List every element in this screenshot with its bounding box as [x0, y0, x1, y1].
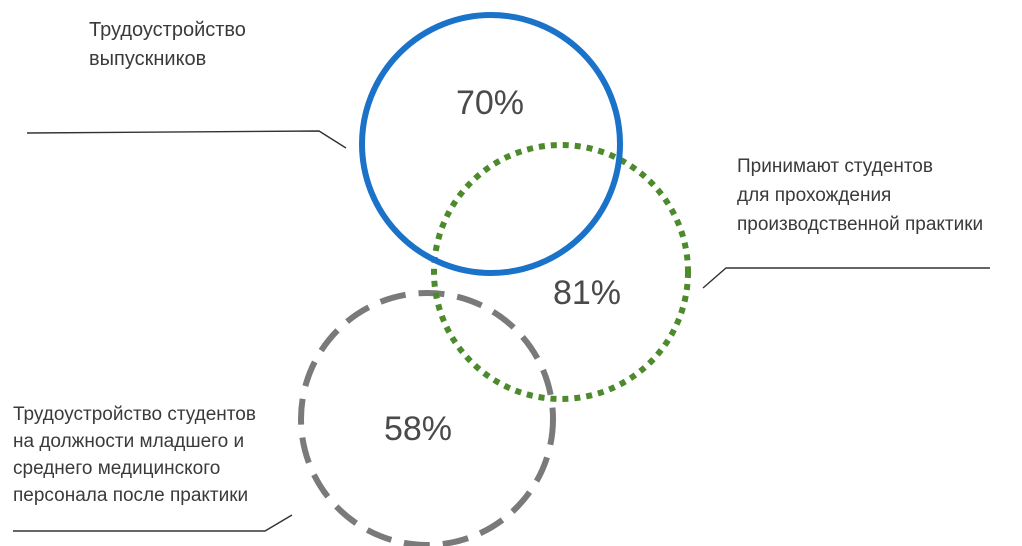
practice-label: Принимают студентов для прохождения прои… — [737, 152, 983, 239]
employment-label-line: Трудоустройство — [89, 19, 246, 41]
employment-label: Трудоустройство выпускников — [89, 16, 246, 74]
staff-label-line: персонала после практики — [13, 485, 249, 506]
employment-percent: 70% — [455, 84, 525, 122]
staff-percent: 58% — [383, 410, 453, 448]
staff-label: Трудоустройство студентов на должности м… — [13, 401, 256, 509]
leader-line-employment — [26, 130, 347, 149]
practice-label-line: для прохождения — [737, 185, 892, 206]
circle-practice — [431, 142, 691, 402]
leader-line-practice — [702, 267, 990, 289]
staff-label-line: на должности младшего и — [13, 431, 245, 452]
circle-staff — [298, 290, 556, 546]
practice-label-line: производственной практики — [737, 214, 984, 235]
staff-label-line: среднего медицинского — [13, 458, 221, 479]
staff-label-line: Трудоустройство студентов — [13, 404, 256, 425]
leader-line-staff — [13, 514, 293, 532]
practice-label-line: Принимают студентов — [737, 156, 933, 177]
circle-employment — [359, 12, 623, 276]
practice-percent: 81% — [552, 274, 622, 312]
employment-label-line: выпускников — [89, 48, 207, 70]
